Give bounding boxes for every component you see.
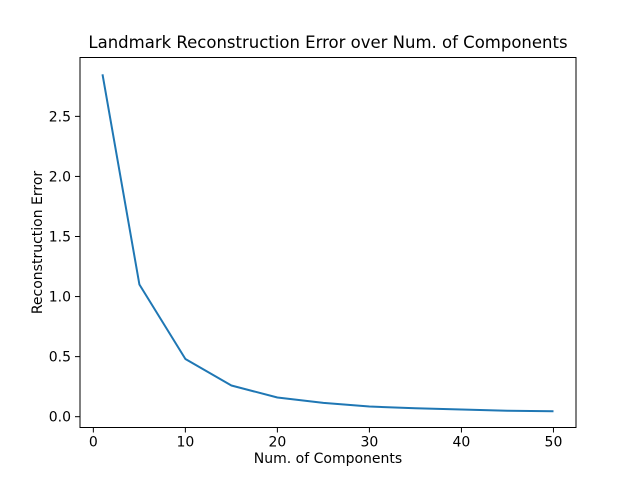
plot-area [79, 57, 577, 428]
y-tick-label: 2.5 [49, 109, 71, 125]
x-tick-label: 50 [545, 435, 563, 451]
x-tick-label: 20 [268, 435, 286, 451]
y-axis-ticks: 0.0 0.5 1.0 1.5 2.0 2.5 [49, 109, 80, 426]
y-tick-label: 2.0 [49, 169, 71, 185]
x-axis-label: Num. of Components [254, 451, 402, 467]
x-tick-label: 30 [360, 435, 378, 451]
x-tick-label: 10 [176, 435, 194, 451]
x-axis-ticks: 0 10 20 30 40 50 [89, 427, 563, 451]
y-axis-label: Reconstruction Error [30, 171, 46, 315]
x-tick-label: 40 [453, 435, 471, 451]
error-line [101, 74, 554, 413]
chart-title: Landmark Reconstruction Error over Num. … [88, 33, 567, 52]
y-tick-label: 1.5 [49, 229, 71, 245]
x-tick-label: 0 [89, 435, 98, 451]
y-tick-label: 1.0 [49, 290, 71, 306]
y-tick-label: 0.5 [49, 350, 71, 366]
y-tick-label: 0.0 [49, 410, 71, 426]
